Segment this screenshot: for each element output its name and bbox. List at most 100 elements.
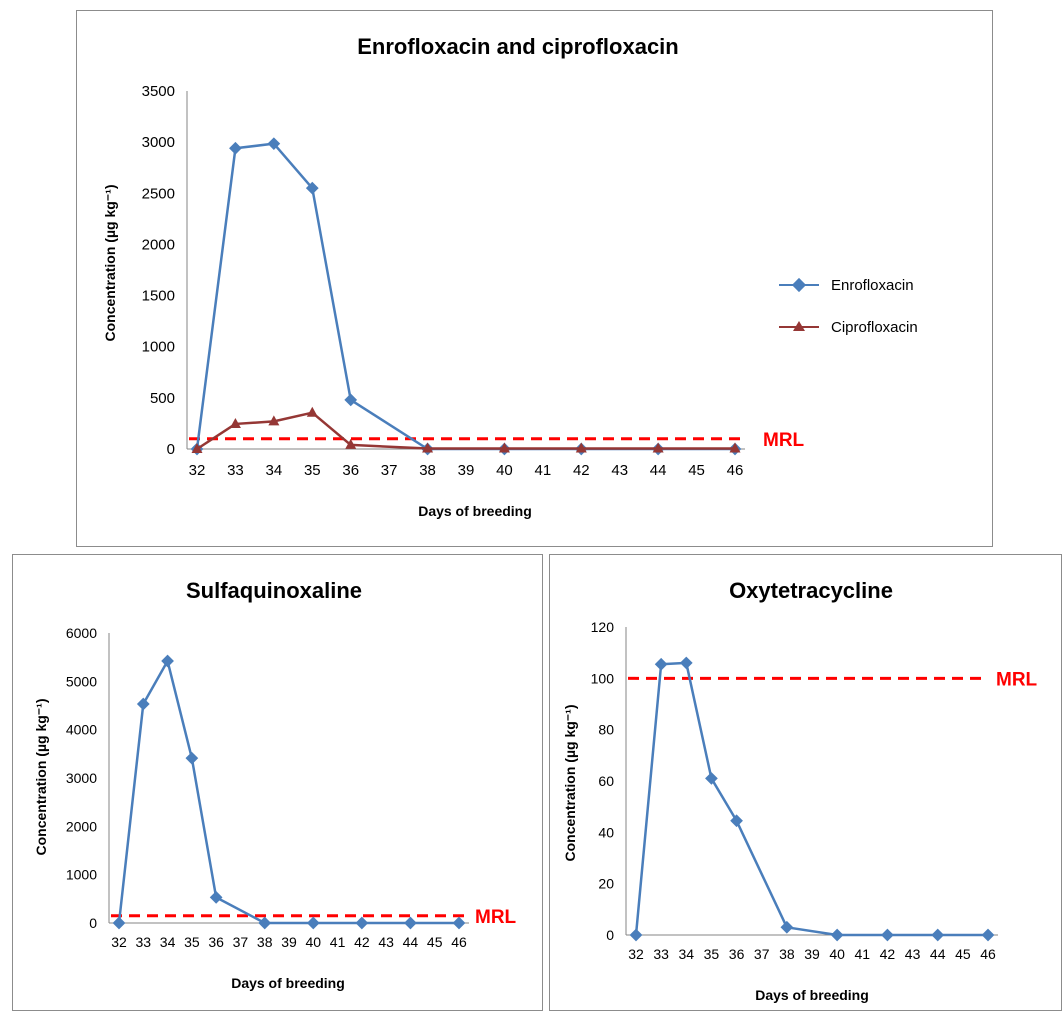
legend: Enrofloxacin Ciprofloxacin	[779, 277, 918, 336]
legend-label-enrofloxacin: Enrofloxacin	[831, 277, 914, 294]
x-tick-label: 32	[628, 946, 644, 962]
data-point-ciprofloxacin	[268, 415, 280, 426]
y-tick-label: 5000	[66, 673, 97, 689]
data-point-series	[981, 928, 995, 942]
y-tick-label: 100	[591, 670, 615, 686]
data-point-ciprofloxacin	[498, 442, 510, 453]
y-tick-label: 40	[598, 824, 614, 840]
x-tick-label: 35	[704, 946, 720, 962]
x-tick-label: 40	[305, 934, 321, 950]
x-tick-label: 43	[905, 946, 921, 962]
x-tick-label: 36	[729, 946, 745, 962]
mrl-label: MRL	[475, 907, 517, 928]
x-tick-label: 46	[727, 462, 744, 479]
y-tick-label: 1000	[142, 339, 175, 356]
data-point-enrofloxacin	[229, 141, 242, 155]
data-point-series	[185, 751, 199, 765]
data-point-series	[830, 928, 844, 942]
y-tick-label: 6000	[66, 625, 97, 641]
x-tick-label: 40	[496, 462, 513, 479]
x-tick-label: 35	[184, 934, 200, 950]
x-tick-label: 44	[403, 934, 419, 950]
y-axis-title: Concentration (µg kg⁻¹)	[102, 184, 118, 341]
y-axis-title: Concentration (µg kg⁻¹)	[562, 704, 578, 861]
data-point-series	[209, 891, 223, 904]
y-tick-label: 1500	[142, 288, 175, 305]
x-tick-label: 34	[266, 462, 283, 479]
x-tick-label: 34	[160, 934, 176, 950]
y-tick-label: 20	[598, 876, 614, 892]
x-tick-label: 36	[342, 462, 359, 479]
x-tick-label: 37	[233, 934, 249, 950]
y-tick-label: 60	[598, 773, 614, 789]
mrl-label: MRL	[996, 669, 1038, 690]
data-point-ciprofloxacin	[229, 417, 241, 428]
data-point-series	[355, 916, 369, 930]
data-point-ciprofloxacin	[345, 438, 357, 449]
x-tick-label: 42	[354, 934, 370, 950]
data-point-series	[629, 928, 643, 942]
x-tick-label: 46	[451, 934, 467, 950]
x-tick-label: 39	[804, 946, 820, 962]
data-point-series	[136, 697, 150, 711]
x-tick-label: 42	[573, 462, 590, 479]
y-tick-label: 80	[598, 722, 614, 738]
x-tick-label: 39	[458, 462, 475, 479]
data-point-series	[780, 920, 794, 934]
y-tick-label: 3500	[142, 83, 175, 100]
y-tick-label: 500	[150, 390, 175, 407]
x-tick-label: 32	[111, 934, 127, 950]
data-point-series	[258, 916, 272, 930]
y-tick-label: 1000	[66, 867, 97, 883]
x-tick-label: 44	[930, 946, 946, 962]
data-point-series	[161, 654, 174, 668]
y-tick-label: 4000	[66, 722, 97, 738]
data-point-series	[306, 916, 320, 930]
x-tick-label: 41	[535, 462, 552, 479]
x-tick-label: 43	[378, 934, 394, 950]
x-tick-label: 37	[754, 946, 770, 962]
data-point-enrofloxacin	[305, 181, 319, 195]
x-tick-label: 46	[980, 946, 996, 962]
series-line-series	[634, 661, 988, 937]
y-axis-title: Concentration (µg kg⁻¹)	[33, 698, 49, 855]
x-tick-label: 36	[208, 934, 224, 950]
data-point-ciprofloxacin	[729, 442, 741, 453]
x-tick-label: 38	[419, 462, 436, 479]
data-point-series	[730, 814, 743, 828]
y-tick-label: 2000	[142, 236, 175, 253]
x-tick-label: 45	[427, 934, 443, 950]
x-axis-title: Days of breeding	[418, 503, 532, 519]
x-tick-label: 35	[304, 462, 321, 479]
chart-sulfaquinoxaline: Sulfaquinoxaline Days of breeding Concen…	[33, 578, 517, 991]
y-tick-label: 3000	[66, 770, 97, 786]
chart-title: Enrofloxacin and ciprofloxacin	[357, 34, 679, 59]
y-tick-label: 2500	[142, 185, 175, 202]
data-point-series	[404, 916, 417, 930]
data-point-series	[679, 656, 693, 670]
data-point-series	[881, 928, 894, 942]
series-line-series	[117, 659, 459, 925]
data-point-ciprofloxacin	[652, 442, 664, 453]
chart-panel-oxytetracycline: Oxytetracycline Days of breeding Concent…	[549, 554, 1062, 1011]
chart-panel-sulfaquinoxaline: Sulfaquinoxaline Days of breeding Concen…	[12, 554, 543, 1011]
x-tick-label: 34	[678, 946, 694, 962]
x-tick-label: 43	[611, 462, 628, 479]
legend-label-ciprofloxacin: Ciprofloxacin	[831, 319, 918, 336]
series-line-ciprofloxacin	[196, 411, 735, 451]
data-point-enrofloxacin	[267, 137, 281, 151]
y-tick-label: 120	[591, 619, 615, 635]
data-point-ciprofloxacin	[306, 406, 318, 417]
x-tick-label: 33	[653, 946, 669, 962]
x-tick-label: 45	[955, 946, 971, 962]
x-tick-label: 33	[135, 934, 151, 950]
chart-enrofloxacin-ciprofloxacin: Enrofloxacin and ciprofloxacin Days of b…	[102, 34, 918, 519]
data-point-ciprofloxacin	[191, 443, 203, 453]
legend-marker-enrofloxacin	[791, 277, 807, 293]
x-tick-label: 42	[880, 946, 896, 962]
x-tick-label: 37	[381, 462, 398, 479]
x-axis-title: Days of breeding	[755, 987, 869, 1003]
x-tick-label: 44	[650, 462, 667, 479]
data-point-series	[931, 928, 945, 942]
x-tick-label: 40	[829, 946, 845, 962]
